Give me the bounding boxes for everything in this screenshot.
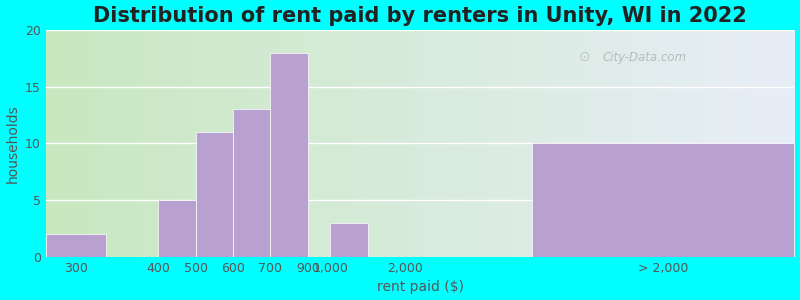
Bar xyxy=(270,52,308,257)
X-axis label: rent paid ($): rent paid ($) xyxy=(377,280,464,294)
Bar xyxy=(195,132,233,257)
Title: Distribution of rent paid by renters in Unity, WI in 2022: Distribution of rent paid by renters in … xyxy=(94,6,747,26)
Y-axis label: households: households xyxy=(6,104,19,183)
Bar xyxy=(233,110,270,257)
Bar xyxy=(533,143,794,257)
Text: City-Data.com: City-Data.com xyxy=(602,51,686,64)
Bar xyxy=(158,200,195,257)
Bar xyxy=(330,223,368,257)
Bar xyxy=(46,234,106,257)
Text: ⊙: ⊙ xyxy=(579,50,590,64)
